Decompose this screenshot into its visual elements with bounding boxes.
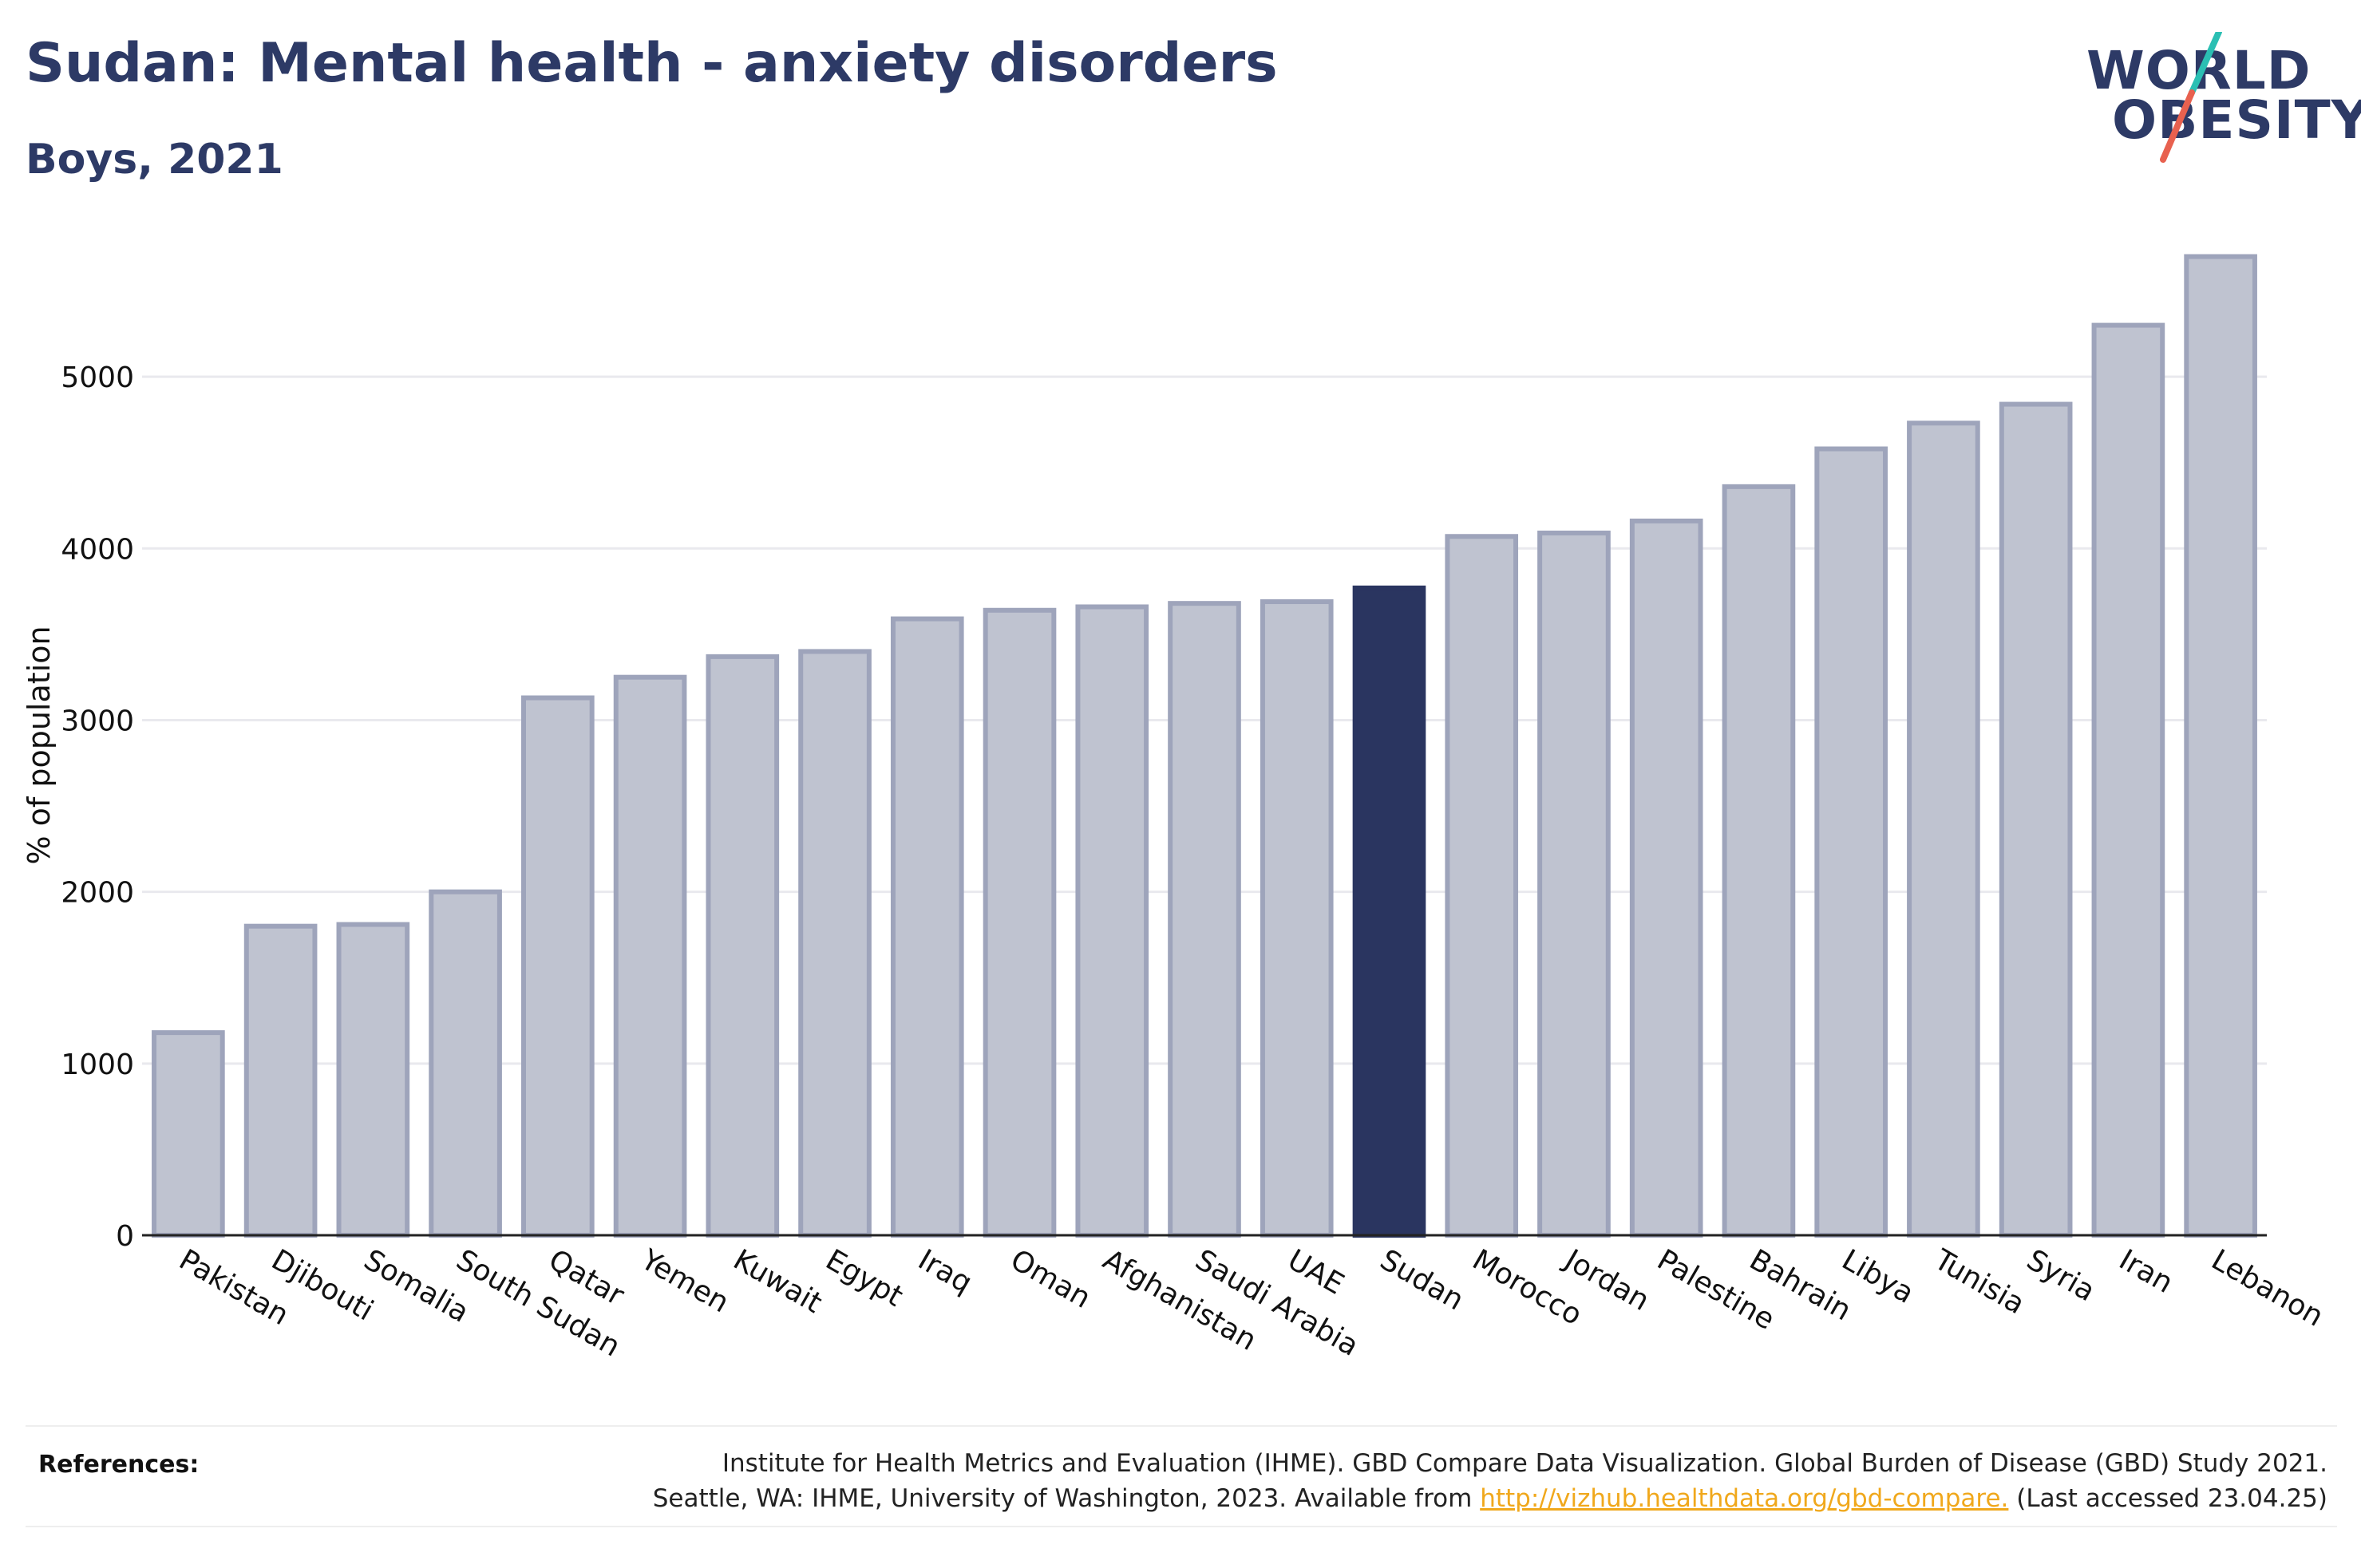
x-tick-label: Somalia — [358, 1243, 474, 1329]
x-tick-label: Syria — [2021, 1243, 2100, 1308]
bar-djibouti[interactable] — [243, 923, 318, 1238]
divider-top — [26, 1425, 2337, 1427]
bar-syria[interactable] — [1999, 401, 2073, 1238]
logo-slash-icon — [2160, 32, 2222, 163]
bar-chart: 0 1000 2000 3000 4000 5000 PakistanDjiboutiSo… — [22, 254, 2329, 1364]
bar-saudi-arabia[interactable] — [1168, 601, 1241, 1238]
x-tick-label: Sudan — [1374, 1243, 1469, 1317]
x-tick-label: Kuwait — [728, 1243, 828, 1320]
bar-qatar[interactable] — [521, 695, 595, 1238]
references-text: Institute for Health Metrics and Evaluat… — [653, 1446, 2327, 1516]
y-tick-label: 2000 — [61, 877, 134, 910]
bar-iraq[interactable] — [890, 616, 964, 1238]
world-obesity-logo: WORLD OBESITY — [2075, 32, 2361, 176]
bar-bahrain[interactable] — [1722, 484, 1796, 1238]
bar-afghanistan[interactable] — [1075, 604, 1149, 1238]
bar-kuwait[interactable] — [706, 654, 780, 1238]
y-tick-labels: 0 1000 2000 3000 4000 5000 — [61, 361, 134, 1253]
bar-jordan[interactable] — [1537, 530, 1611, 1238]
bar-sudan[interactable] — [1352, 585, 1426, 1238]
x-tick-label: Yemen — [635, 1243, 734, 1320]
reference-line-2: Seattle, WA: IHME, University of Washing… — [653, 1481, 2327, 1516]
x-tick-label: Oman — [1005, 1243, 1096, 1315]
x-tick-label: Tunisia — [1928, 1243, 2031, 1321]
x-tick-label: Iran — [2114, 1243, 2178, 1300]
reference-prefix: Seattle, WA: IHME, University of Washing… — [652, 1484, 1481, 1513]
bar-egypt[interactable] — [798, 649, 872, 1238]
bar-lebanon[interactable] — [2184, 254, 2257, 1238]
bar-somalia[interactable] — [336, 922, 410, 1238]
chart-subtitle: Boys, 2021 — [26, 136, 283, 184]
bar-south-sudan[interactable] — [429, 889, 502, 1238]
reference-suffix: (Last accessed 23.04.25) — [2008, 1484, 2327, 1513]
references-label: References: — [38, 1451, 200, 1479]
bar-morocco[interactable] — [1445, 534, 1519, 1238]
x-tick-label: Iraq — [912, 1243, 977, 1300]
y-tick-label: 0 — [116, 1220, 134, 1253]
bars — [152, 254, 2257, 1238]
bar-oman[interactable] — [983, 607, 1057, 1238]
reference-line-1: Institute for Health Metrics and Evaluat… — [722, 1449, 2327, 1478]
bar-tunisia[interactable] — [1907, 421, 1980, 1238]
y-tick-label: 5000 — [61, 361, 134, 394]
x-tick-label: Egypt — [821, 1243, 908, 1313]
y-tick-label: 3000 — [61, 705, 134, 737]
reference-link[interactable]: http://vizhub.healthdata.org/gbd-compare… — [1480, 1484, 2009, 1513]
x-tick-label: Lebanon — [2206, 1243, 2329, 1333]
bar-pakistan[interactable] — [152, 1030, 225, 1238]
y-tick-label: 1000 — [61, 1049, 134, 1081]
bar-palestine[interactable] — [1629, 518, 1703, 1238]
chart-title: Sudan: Mental health - anxiety disorders — [26, 32, 1278, 95]
divider-bottom — [26, 1526, 2337, 1527]
bar-yemen[interactable] — [613, 674, 687, 1238]
bar-libya[interactable] — [1814, 446, 1888, 1238]
bar-uae[interactable] — [1260, 599, 1334, 1238]
y-axis-label: % of population — [22, 626, 57, 864]
y-tick-label: 4000 — [61, 533, 134, 566]
logo-line-2: OBESITY — [2112, 89, 2361, 151]
bar-iran[interactable] — [2091, 322, 2165, 1238]
